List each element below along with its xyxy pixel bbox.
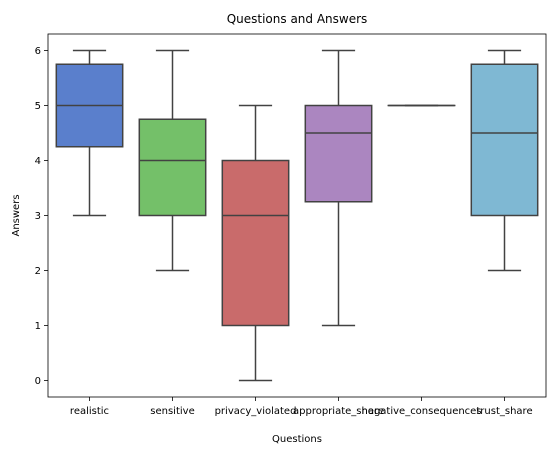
x-tick-label: negative_consequences — [361, 406, 481, 417]
x-tick-label: trust_share — [476, 406, 532, 417]
box-sensitive — [138, 118, 207, 217]
x-tick-label: sensitive — [150, 406, 194, 417]
y-tick-label: 2 — [35, 266, 41, 277]
x-tick-label: realistic — [70, 406, 109, 417]
y-axis-label: Answers — [11, 194, 22, 236]
y-tick-label: 4 — [35, 156, 41, 167]
plot-area: 0 1 2 3 4 5 6 realistic sensitive privacy_violate… — [35, 46, 539, 417]
x-axis-label: Questions — [272, 434, 322, 445]
y-tick-label: 6 — [35, 46, 41, 57]
y-tick-label: 3 — [35, 211, 41, 222]
x-tick-label: appropriate_share — [293, 406, 384, 417]
y-tick-label: 0 — [35, 376, 41, 387]
y-tick-label: 1 — [35, 321, 41, 332]
x-tick-label: privacy_violated — [215, 406, 297, 417]
chart-title: Questions and Answers — [227, 12, 368, 26]
box-appropriate_share — [304, 104, 373, 203]
box-trust_share — [470, 63, 539, 217]
plot-frame — [47, 33, 547, 398]
box-privacy_violated — [221, 159, 290, 327]
y-tick-label: 5 — [35, 101, 41, 112]
